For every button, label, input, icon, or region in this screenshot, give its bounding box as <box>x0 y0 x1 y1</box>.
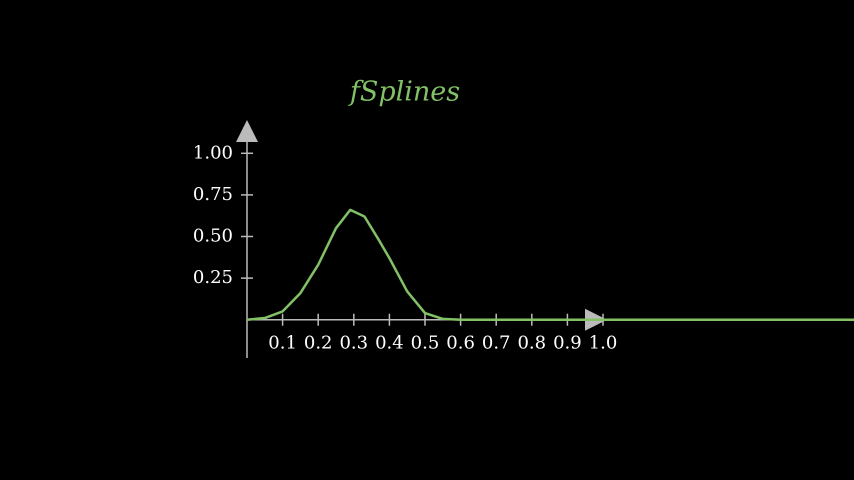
chart-title: fSplines <box>348 77 460 108</box>
x-tick-label: 0.6 <box>446 333 475 354</box>
data-line <box>246 208 854 321</box>
x-tick-label: 0.9 <box>553 333 582 354</box>
x-tick-label: 0.8 <box>517 333 546 354</box>
x-tick-label: 1.0 <box>589 333 618 354</box>
y-tick-label: 1.00 <box>193 142 233 163</box>
y-axis-arrow <box>236 120 258 142</box>
x-tick-label: 0.2 <box>304 333 333 354</box>
x-tick-label: 0.7 <box>482 333 511 354</box>
x-tick-label: 0.1 <box>268 333 297 354</box>
x-tick-label: 0.4 <box>375 333 404 354</box>
y-tick-label: 0.25 <box>193 267 233 288</box>
x-tick-label: 0.3 <box>339 333 368 354</box>
y-tick-label: 0.50 <box>193 226 233 247</box>
y-tick-label: 0.75 <box>193 184 233 205</box>
x-tick-label: 0.5 <box>411 333 440 354</box>
